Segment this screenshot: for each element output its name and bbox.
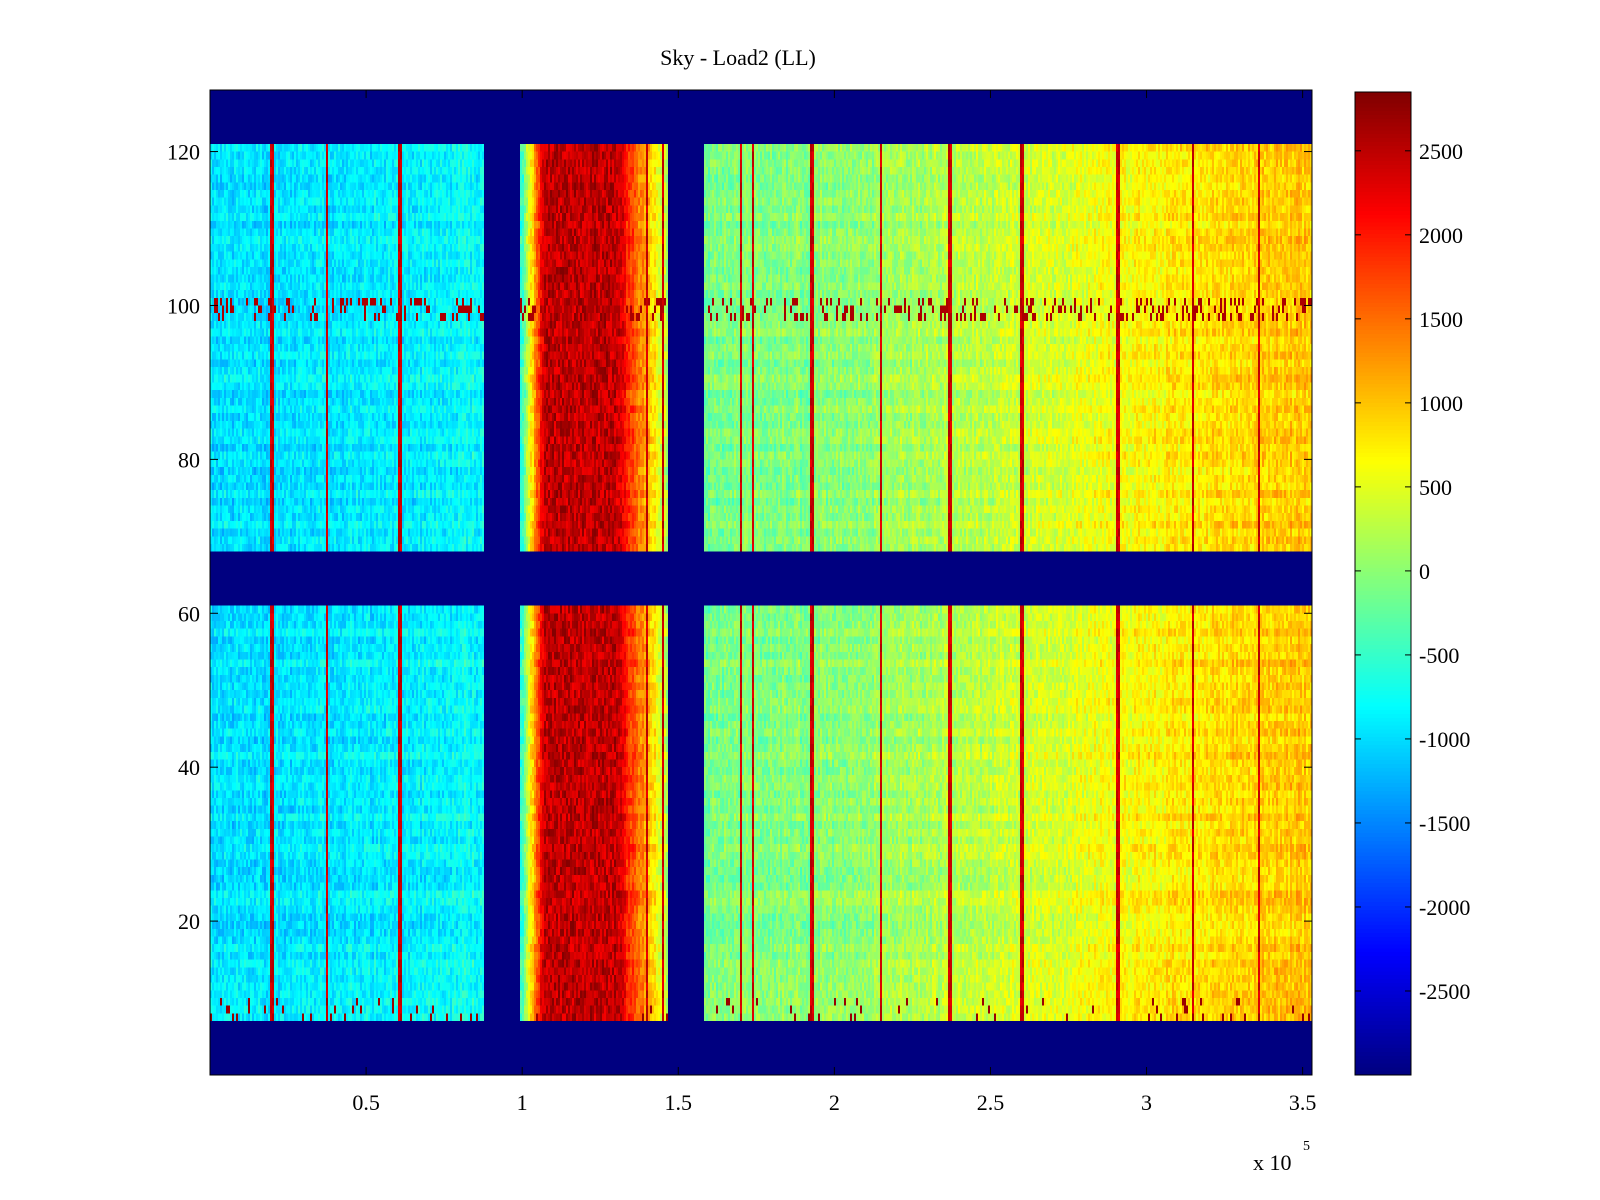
colorbar-frame bbox=[1354, 91, 1412, 1076]
colorbar-tick-label: 0 bbox=[1419, 559, 1430, 584]
colorbar-tick-label: -2500 bbox=[1419, 979, 1470, 1004]
colorbar-tick-label: -1500 bbox=[1419, 811, 1470, 836]
x-tick-label: 2.5 bbox=[977, 1090, 1005, 1115]
y-tick-label: 40 bbox=[178, 755, 200, 780]
colorbar-tick-label: 2000 bbox=[1419, 223, 1463, 248]
colorbar-tick-label: 1500 bbox=[1419, 307, 1463, 332]
y-tick-label: 20 bbox=[178, 909, 200, 934]
x-multiplier-label: x 10 bbox=[1253, 1150, 1292, 1175]
colorbar: 2500 2000 1500 1000 500 0 -500 -1000 -1500 -2000 -… bbox=[1354, 91, 1470, 1076]
colorbar-tick-label: 1000 bbox=[1419, 391, 1463, 416]
x-multiplier-exponent: 5 bbox=[1303, 1139, 1310, 1154]
colorbar-tick-label: -500 bbox=[1419, 643, 1459, 668]
heatmap-image bbox=[210, 90, 1312, 1075]
y-tick-label: 60 bbox=[178, 601, 200, 626]
x-axis: 0.5 1 1.5 2 2.5 3 3.5 bbox=[352, 90, 1316, 1115]
y-tick-label: 80 bbox=[178, 447, 200, 472]
x-tick-label: 2 bbox=[829, 1090, 840, 1115]
colorbar-tick-label: 500 bbox=[1419, 475, 1452, 500]
colorbar-gradient bbox=[1355, 92, 1411, 1075]
chart-title: Sky - Load2 (LL) bbox=[660, 45, 816, 70]
colorbar-tick-label: -2000 bbox=[1419, 895, 1470, 920]
y-axis: 20 40 60 80 100 120 bbox=[167, 140, 1312, 934]
y-tick-label: 120 bbox=[167, 140, 200, 165]
x-tick-label: 0.5 bbox=[352, 1090, 380, 1115]
y-tick-label: 100 bbox=[167, 293, 200, 318]
x-tick-label: 3.5 bbox=[1289, 1090, 1317, 1115]
colorbar-ticks: 2500 2000 1500 1000 500 0 -500 -1000 -1500 -2000 -… bbox=[1355, 139, 1470, 1004]
x-tick-label: 1.5 bbox=[665, 1090, 693, 1115]
x-tick-label: 3 bbox=[1141, 1090, 1152, 1115]
colorbar-tick-label: -1000 bbox=[1419, 727, 1470, 752]
plot-area: 0.5 1 1.5 2 2.5 3 3.5 20 40 60 80 100 120 x 10 5 bbox=[167, 89, 1316, 1175]
plot-frame bbox=[209, 89, 1313, 1076]
colorbar-tick-label: 2500 bbox=[1419, 139, 1463, 164]
x-tick-label: 1 bbox=[517, 1090, 528, 1115]
